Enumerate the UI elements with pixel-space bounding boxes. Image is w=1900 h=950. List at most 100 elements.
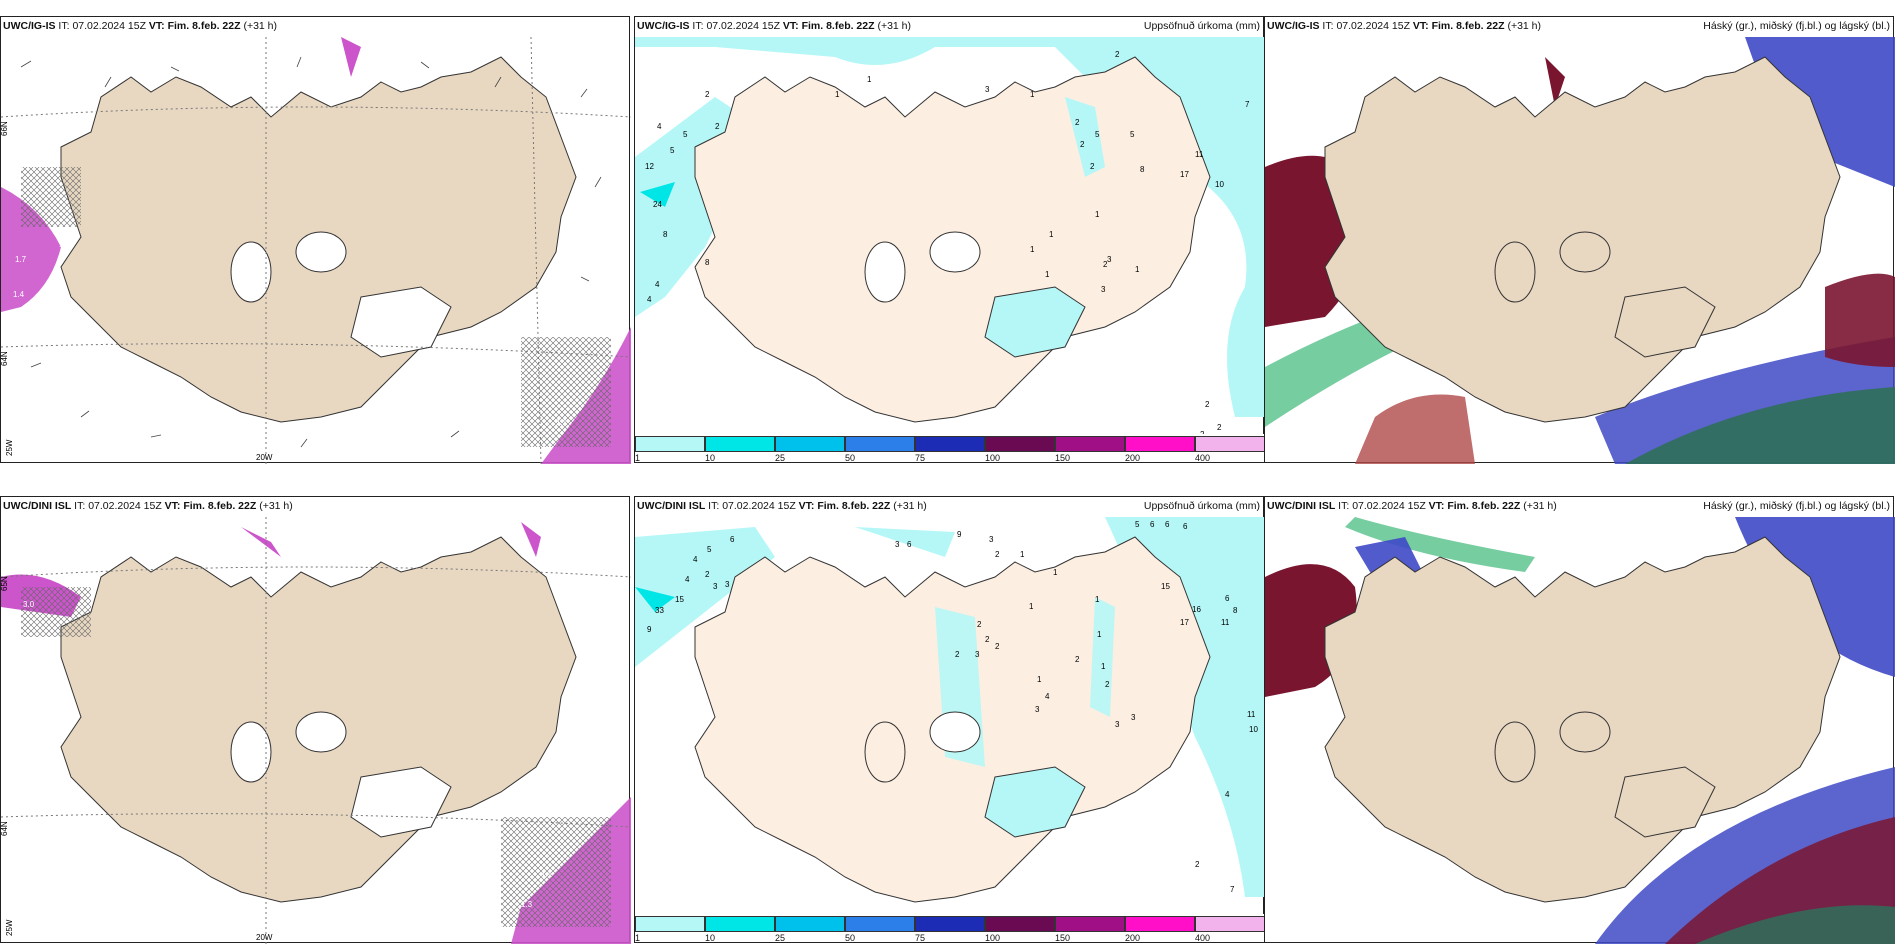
svg-text:3: 3 [985, 85, 990, 94]
lon-label: 20W [256, 933, 273, 942]
svg-text:4: 4 [685, 575, 690, 584]
svg-text:2: 2 [1115, 50, 1120, 59]
lon-label: 25W [5, 439, 14, 456]
svg-text:10: 10 [1215, 180, 1224, 189]
legend-tick: 50 [845, 933, 856, 943]
legend-tick: 10 [705, 453, 716, 463]
lat-label: 66N [1, 121, 9, 136]
svg-text:15: 15 [675, 595, 684, 604]
legend-tick: 150 [1055, 933, 1071, 943]
panel-igis-clouds: UWC/IG-IS IT: 07.02.2024 15Z VT: Fim. 8.… [1264, 16, 1895, 464]
svg-text:1: 1 [1101, 662, 1106, 671]
wind-value: 1.3 [521, 900, 533, 909]
svg-text:2: 2 [715, 122, 720, 131]
svg-text:1: 1 [1030, 90, 1035, 99]
svg-text:2: 2 [705, 570, 710, 579]
svg-text:15: 15 [1161, 582, 1170, 591]
svg-text:2: 2 [1075, 655, 1080, 664]
svg-text:5: 5 [683, 130, 688, 139]
panel-right-title: Uppsöfnuð úrkoma (mm) [1143, 500, 1260, 512]
svg-text:9: 9 [647, 625, 652, 634]
svg-text:7: 7 [1230, 885, 1235, 894]
svg-text:2: 2 [995, 642, 1000, 651]
legend-tick: 1 [635, 933, 641, 943]
lon-label: 20W [256, 453, 273, 462]
svg-text:3: 3 [713, 582, 718, 591]
svg-text:2: 2 [955, 650, 960, 659]
svg-text:11: 11 [1247, 710, 1256, 719]
svg-text:10: 10 [1249, 725, 1258, 734]
legend-tick: 400 [1195, 453, 1211, 463]
svg-text:8: 8 [705, 258, 710, 267]
svg-text:2: 2 [985, 635, 990, 644]
svg-text:2: 2 [1195, 860, 1200, 869]
svg-text:6: 6 [1150, 520, 1155, 529]
panel-right-title: Uppsöfnuð úrkoma (mm) [1143, 20, 1260, 32]
panel-title: UWC/DINI ISL IT: 07.02.2024 15Z VT: Fim.… [1267, 500, 1557, 512]
svg-text:3: 3 [989, 535, 994, 544]
legend-tick: 10 [705, 933, 716, 943]
wind-value: 1.7 [15, 255, 27, 264]
svg-text:7: 7 [1245, 100, 1250, 109]
lon-label: 25W [5, 919, 14, 936]
legend-tick: 75 [915, 933, 926, 943]
svg-text:3: 3 [1115, 720, 1120, 729]
svg-text:3: 3 [1101, 285, 1106, 294]
panel-dini-wind: UWC/DINI ISL IT: 07.02.2024 15Z VT: Fim.… [0, 496, 631, 944]
wind-value: 1.4 [13, 290, 25, 299]
legend-tick: 100 [985, 453, 1001, 463]
precip-map: 3 6 9 3 2 1 6 4 5 6 6 6 5 2 3 33 15 4 9 … [635, 517, 1265, 944]
svg-text:33: 33 [655, 606, 664, 615]
precip-values: 3 6 9 3 2 1 6 4 5 6 6 6 5 2 3 33 15 4 9 … [647, 520, 1258, 894]
precip-colorbar: 1 10 25 50 75 100 150 200 400 [635, 914, 1265, 943]
panel-title: UWC/IG-IS IT: 07.02.2024 15Z VT: Fim. 8.… [637, 20, 912, 32]
svg-text:8: 8 [1233, 606, 1238, 615]
svg-text:4: 4 [655, 280, 660, 289]
svg-text:3: 3 [1107, 255, 1112, 264]
svg-text:6: 6 [907, 540, 912, 549]
legend-tick: 50 [845, 453, 856, 463]
precip-values: 2 1 1 3 1 7 4 5 2 2 5 12 5 24 8 8 4 4 2 … [645, 50, 1250, 439]
svg-text:1: 1 [835, 90, 840, 99]
svg-text:4: 4 [1225, 790, 1230, 799]
svg-text:1: 1 [1095, 595, 1100, 604]
svg-text:1: 1 [1135, 265, 1140, 274]
svg-text:1: 1 [1095, 210, 1100, 219]
svg-text:6: 6 [1225, 594, 1230, 603]
svg-text:1: 1 [1049, 230, 1054, 239]
svg-text:2: 2 [1105, 680, 1110, 689]
lat-label: 64N [1, 351, 9, 366]
svg-text:5: 5 [1135, 520, 1140, 529]
svg-text:5: 5 [1095, 130, 1100, 139]
wind-map: 66N 64N 20W 25W 1.5 1.7 1.4 1.1 [1, 37, 631, 464]
svg-text:3: 3 [725, 580, 730, 589]
svg-text:2: 2 [977, 620, 982, 629]
svg-text:1: 1 [1045, 270, 1050, 279]
svg-text:1: 1 [1097, 630, 1102, 639]
svg-text:2: 2 [1090, 162, 1095, 171]
svg-text:2: 2 [1205, 400, 1210, 409]
panel-igis-precip: UWC/IG-IS IT: 07.02.2024 15Z VT: Fim. 8.… [634, 16, 1265, 464]
legend-tick: 200 [1125, 453, 1141, 463]
svg-text:11: 11 [1195, 150, 1204, 159]
svg-text:16: 16 [1192, 605, 1201, 614]
lat-label: 65N [1, 576, 9, 591]
svg-text:24: 24 [653, 200, 662, 209]
legend-tick: 150 [1055, 453, 1071, 463]
svg-text:3: 3 [975, 650, 980, 659]
precip-map: 2 1 1 3 1 7 4 5 2 2 5 12 5 24 8 8 4 4 2 … [635, 37, 1265, 464]
panel-right-title: Háský (gr.), miðský (fj.bl.) og lágský (… [1703, 500, 1890, 512]
wind-value: 1.1 [556, 418, 568, 427]
panel-dini-precip: UWC/DINI ISL IT: 07.02.2024 15Z VT: Fim.… [634, 496, 1265, 944]
panel-igis-wind: UWC/IG-IS IT: 07.02.2024 15Z VT: Fim. 8.… [0, 16, 631, 464]
svg-text:2: 2 [1080, 140, 1085, 149]
legend-tick: 75 [915, 453, 926, 463]
wind-map-svg: 66N 64N 20W 25W 1.5 1.7 1.4 1.1 [1, 37, 631, 464]
svg-text:17: 17 [1180, 618, 1189, 627]
svg-text:4: 4 [647, 295, 652, 304]
svg-text:4: 4 [693, 555, 698, 564]
panel-title: UWC/DINI ISL IT: 07.02.2024 15Z VT: Fim.… [3, 500, 293, 512]
panel-title: UWC/DINI ISL IT: 07.02.2024 15Z VT: Fim.… [637, 500, 927, 512]
svg-text:12: 12 [645, 162, 654, 171]
svg-text:5: 5 [1130, 130, 1135, 139]
